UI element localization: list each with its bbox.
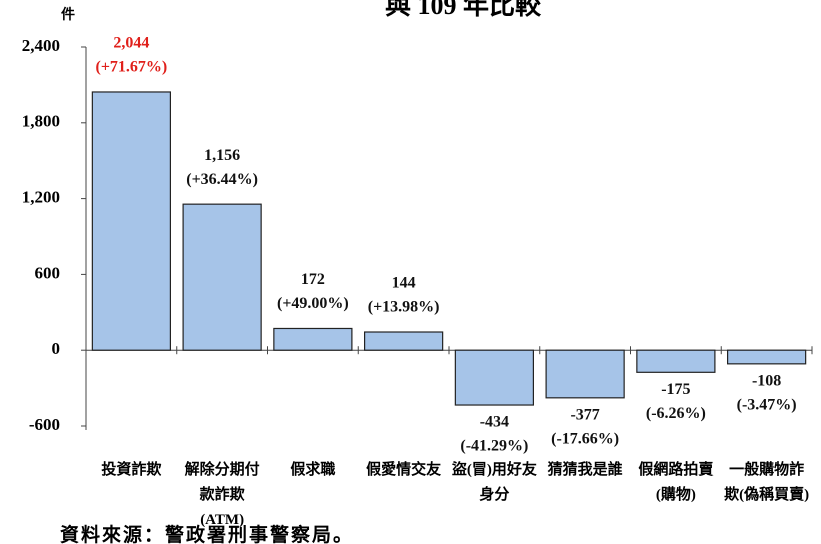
x-tick-label: 解除分期付款詐欺(ATM) xyxy=(179,458,266,533)
x-tick-label: 一般購物詐欺(偽稱買賣) xyxy=(723,458,810,508)
bar xyxy=(274,328,352,350)
bar xyxy=(546,350,624,398)
x-tick-label: 假網路拍賣(購物) xyxy=(633,458,720,508)
y-tick-label: 1,200 xyxy=(22,188,60,207)
x-tick-label: 投資詐欺 xyxy=(88,458,175,483)
y-axis-label: 件 xyxy=(61,6,75,23)
x-tick-label: 假求職 xyxy=(270,458,357,483)
x-tick-label: 猜猜我是誰 xyxy=(542,458,629,483)
y-tick-label: -600 xyxy=(29,415,60,434)
y-tick-label: 600 xyxy=(35,263,61,282)
change-label: (-17.66%) xyxy=(551,430,619,447)
chart-title: 與 109 年比較 xyxy=(385,0,542,20)
change-label: (-3.47%) xyxy=(737,397,797,414)
bar xyxy=(183,204,261,350)
change-label: (+49.00%) xyxy=(277,295,349,312)
value-label: -434 xyxy=(480,414,509,431)
change-label: (+71.67%) xyxy=(95,59,167,76)
bar xyxy=(365,332,443,350)
value-label: -175 xyxy=(661,381,690,398)
x-tick-label: 假愛情交友 xyxy=(360,458,447,483)
value-label: -377 xyxy=(570,406,599,423)
page: 與 109 年比較 件 2,400 1,800 1,200 600 0 -600 2,044… xyxy=(0,0,821,544)
change-label: (-6.26%) xyxy=(646,405,706,422)
value-label: 2,044 xyxy=(113,35,149,52)
bar xyxy=(92,92,170,350)
bar xyxy=(455,350,533,405)
y-tick-label: 2,400 xyxy=(22,36,60,55)
value-label: 172 xyxy=(301,271,325,288)
change-label: (+13.98%) xyxy=(368,299,440,316)
bar xyxy=(728,350,806,364)
x-tick-label: 盜(冒)用好友身分 xyxy=(451,458,538,508)
y-tick-label: 0 xyxy=(52,339,61,358)
change-label: (-41.29%) xyxy=(460,438,528,455)
y-tick-label: 1,800 xyxy=(22,112,60,131)
bar xyxy=(637,350,715,372)
value-label: 144 xyxy=(392,275,416,292)
change-label: (+36.44%) xyxy=(186,171,258,188)
value-label: 1,156 xyxy=(204,147,240,164)
value-label: -108 xyxy=(752,373,781,390)
